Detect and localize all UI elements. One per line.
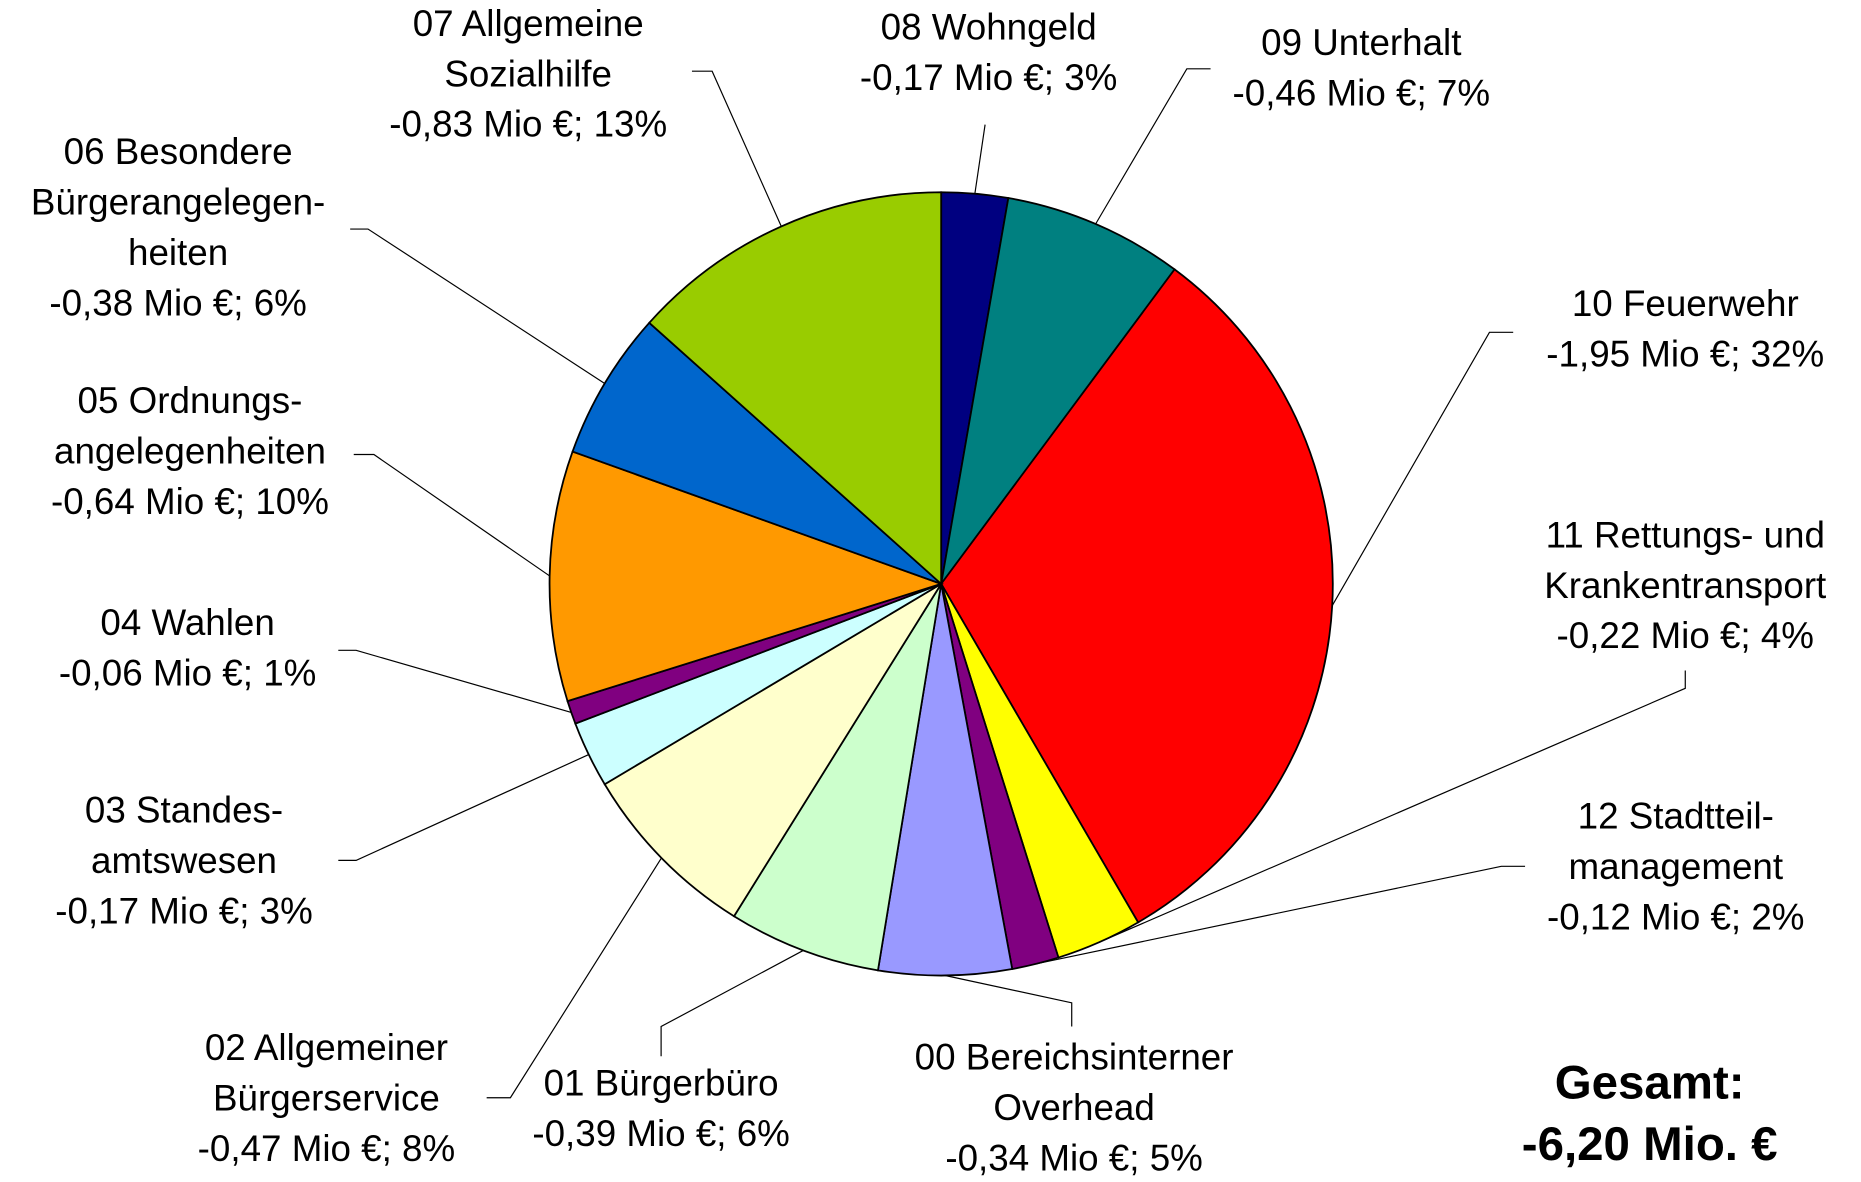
- slice-label: 10 Feuerwehr: [1572, 283, 1799, 324]
- pie-slice: [571, 321, 942, 585]
- leader-line: [353, 453, 550, 577]
- leader-line: [338, 754, 589, 861]
- slice-label: 00 Bereichsinterner: [915, 1036, 1234, 1077]
- leader-line: [1035, 865, 1526, 965]
- leader-line: [1099, 670, 1686, 943]
- value-label: -0,06 Mio €; 1%: [59, 653, 317, 694]
- slice-label: heiten: [128, 232, 228, 273]
- value-label: -1,95 Mio €; 32%: [1546, 333, 1824, 374]
- slice-label: 02 Allgemeiner: [205, 1027, 448, 1068]
- value-label: -0,12 Mio €; 2%: [1547, 896, 1805, 937]
- slice-label: 09 Unterhalt: [1261, 22, 1461, 63]
- value-label: -0,64 Mio €; 10%: [51, 481, 329, 522]
- leader-line: [691, 70, 782, 227]
- slice-label: Krankentransport: [1544, 565, 1826, 606]
- pie-slice: [732, 583, 943, 972]
- slice-label: angelegenheiten: [54, 431, 326, 472]
- value-label: -0,17 Mio €; 3%: [55, 891, 313, 932]
- slice-label: 04 Wahlen: [100, 602, 274, 643]
- leader-line: [1331, 331, 1514, 606]
- slice-label: management: [1568, 846, 1783, 887]
- value-label: -0,34 Mio €; 5%: [945, 1137, 1203, 1178]
- total-value: -6,20 Mio. €: [1522, 1118, 1778, 1171]
- slice-label: Bürgerangelegen-: [31, 181, 325, 222]
- pie-slice: [648, 191, 943, 586]
- value-label: -0,17 Mio €; 3%: [860, 57, 1118, 98]
- leader-line: [974, 124, 986, 194]
- value-label: -0,38 Mio €; 6%: [49, 282, 307, 323]
- value-label: -0,47 Mio €; 8%: [198, 1128, 456, 1169]
- leader-line: [350, 228, 606, 384]
- slice-label: 05 Ordnungs-: [78, 380, 303, 421]
- leader-line: [486, 857, 662, 1099]
- leader-line: [660, 949, 804, 1057]
- pie-slice: [876, 583, 1014, 977]
- slice-label: 06 Besondere: [64, 131, 293, 172]
- slice-label: Bürgerservice: [213, 1077, 440, 1118]
- slice-label: Overhead: [993, 1087, 1154, 1128]
- slice-label: 03 Standes-: [85, 790, 283, 831]
- slice-label: 07 Allgemeine: [413, 3, 644, 44]
- pie-slice: [940, 268, 1334, 924]
- value-label: -0,22 Mio €; 4%: [1557, 615, 1815, 656]
- total-label: Gesamt:: [1555, 1056, 1745, 1109]
- slice-label: Sozialhilfe: [444, 53, 612, 94]
- value-label: -0,46 Mio €; 7%: [1233, 72, 1491, 113]
- leader-line: [945, 974, 1073, 1027]
- leader-line: [1095, 68, 1211, 225]
- slice-label: 01 Bürgerbüro: [544, 1063, 779, 1104]
- slice-label: amtswesen: [91, 840, 277, 881]
- slice-label: 11 Rettungs- und: [1546, 514, 1825, 555]
- leader-line: [338, 649, 572, 713]
- value-label: -0,39 Mio €; 6%: [532, 1113, 790, 1154]
- slice-label: 08 Wohngeld: [881, 6, 1097, 47]
- value-label: -0,83 Mio €; 13%: [389, 104, 667, 145]
- slice-label: 12 Stadtteil-: [1578, 796, 1774, 837]
